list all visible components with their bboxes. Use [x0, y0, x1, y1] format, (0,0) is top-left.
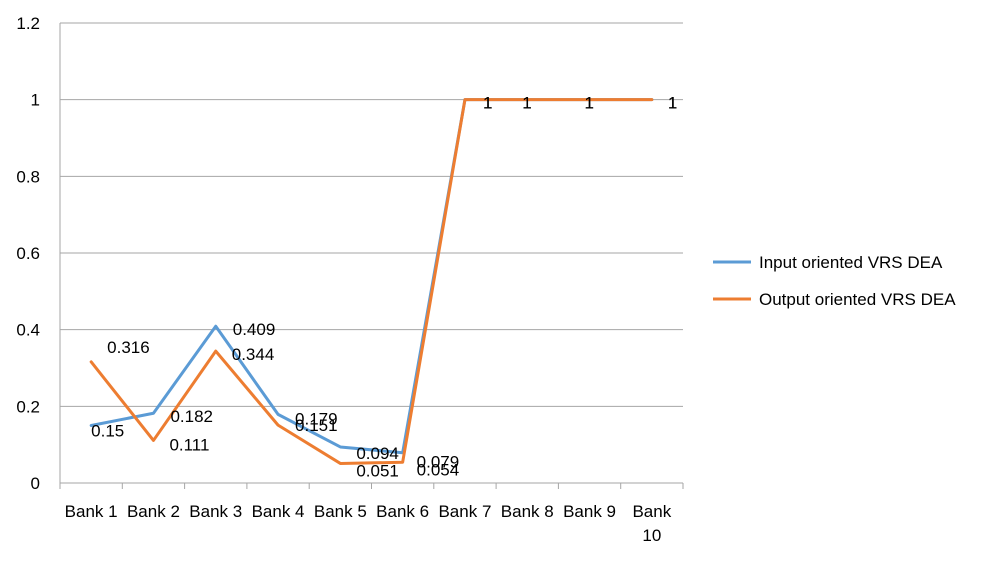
- data-label-series-2: 1: [483, 94, 492, 113]
- series-lines: [89, 98, 654, 465]
- data-label-series-1: 1: [522, 94, 531, 113]
- series-line-1: [89, 98, 654, 455]
- data-label-series-2: 0.316: [107, 338, 150, 357]
- data-label-series-2: 0.054: [417, 460, 460, 479]
- x-tick-label: Bank: [632, 502, 671, 521]
- data-label-series-2: 1: [585, 94, 594, 113]
- data-label-series-1: 0.079: [417, 453, 460, 472]
- x-tick-label: Bank 9: [563, 502, 616, 521]
- y-tick-label: 0.6: [16, 244, 40, 263]
- x-tick-label: Bank 1: [65, 502, 118, 521]
- x-tick-label: Bank 5: [314, 502, 367, 521]
- y-tick-label: 0.2: [16, 397, 40, 416]
- x-tick-label: 10: [642, 526, 661, 545]
- legend: Input oriented VRS DEA Output oriented VR…: [713, 253, 956, 309]
- data-label-series-2: 1: [522, 94, 531, 113]
- data-label-series-2: 0.111: [169, 435, 209, 454]
- data-label-series-1: 1: [483, 94, 492, 113]
- data-label-series-2: 0.151: [295, 416, 338, 435]
- x-tick-label: Bank 2: [127, 502, 180, 521]
- y-tick-label: 0.8: [16, 167, 40, 186]
- x-tick-label: Bank 4: [252, 502, 305, 521]
- axes: 0 0.2 0.4 0.6 0.8 1 1.2 Bank 1 Bank 2 Bank 3 Bank …: [16, 14, 684, 545]
- data-label-series-1: 0.094: [356, 444, 399, 463]
- y-tick-label: 0.4: [16, 321, 40, 340]
- gridlines: [60, 22, 683, 407]
- data-label-series-1: 1: [668, 94, 677, 113]
- y-tick-label: 0: [31, 474, 40, 493]
- y-tick-label: 1: [31, 91, 40, 110]
- y-tick-label: 1.2: [16, 14, 40, 33]
- series-line-2: [89, 98, 654, 465]
- x-tick-label: Bank 7: [438, 502, 491, 521]
- data-label-series-1: 0.15: [91, 422, 124, 441]
- data-label-series-1: 0.182: [170, 407, 213, 426]
- x-tick-label: Bank 6: [376, 502, 429, 521]
- x-tick-label: Bank 3: [189, 502, 242, 521]
- data-label-series-1: 0.409: [233, 320, 276, 339]
- data-label-series-2: 0.344: [232, 345, 275, 364]
- data-label-series-2: 1: [668, 94, 677, 113]
- data-label-series-2: 0.051: [356, 461, 399, 480]
- x-tick-label: Bank 8: [501, 502, 554, 521]
- data-labels: 0.15 0.182 0.409 0.179 0.094 0.079 1 1 1 1 0.316 0.…: [91, 94, 677, 481]
- legend-label-2: Output oriented VRS DEA: [759, 290, 956, 309]
- data-label-series-1: 0.179: [295, 409, 338, 428]
- legend-label-1: Input oriented VRS DEA: [759, 253, 943, 272]
- data-label-series-1: 1: [585, 94, 594, 113]
